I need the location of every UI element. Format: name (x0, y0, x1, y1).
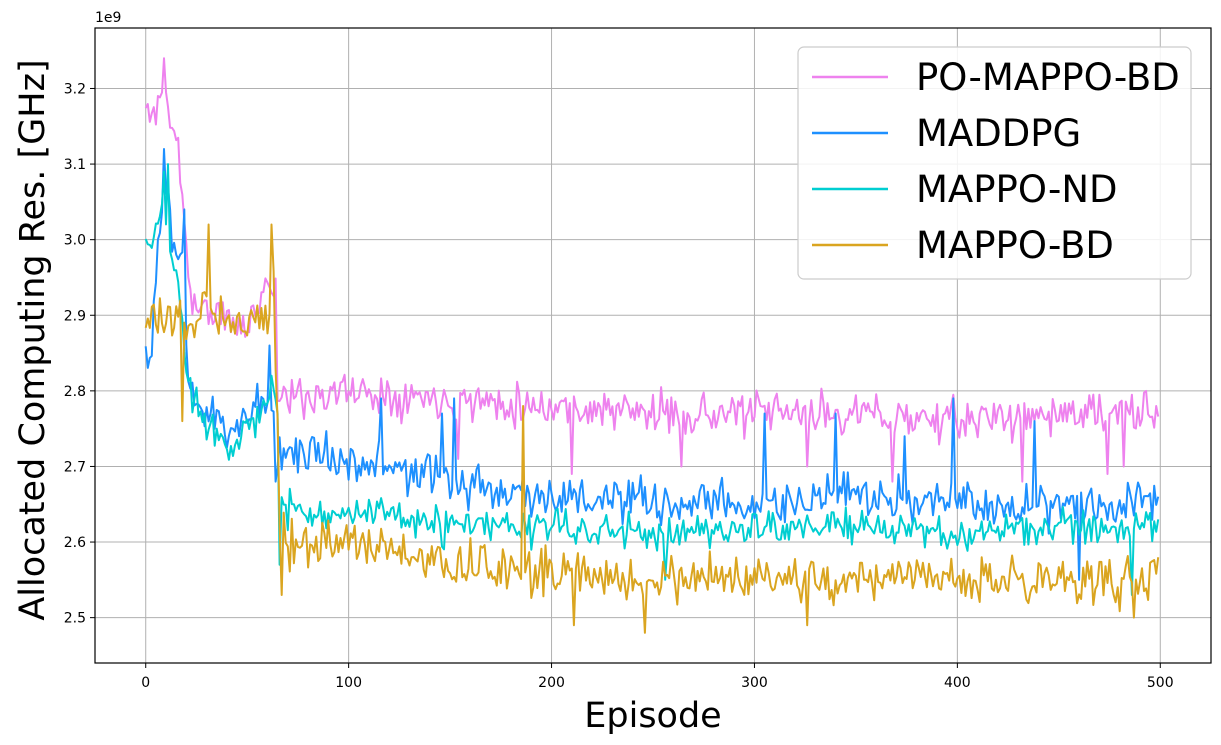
y-tick-label: 3.0 (64, 233, 86, 249)
legend-label-mappo-nd: MAPPO-ND (916, 168, 1118, 211)
x-tick-label: 500 (1147, 675, 1174, 691)
y-tick-label: 3.2 (64, 81, 86, 97)
y-axis-label: Allocated Computing Res. [GHz] (13, 59, 53, 620)
x-tick-label: 300 (741, 675, 768, 691)
y-tick-label: 2.6 (64, 535, 86, 551)
series-line-po-mappo-bd (144, 57, 1160, 483)
series-line-mappo-bd (144, 223, 1160, 634)
y-tick-label: 2.8 (64, 384, 86, 400)
series-line-maddpg (144, 148, 1160, 581)
legend-box (797, 46, 1192, 280)
legend: PO-MAPPO-BD MADDPG MAPPO-ND MAPPO-BD (797, 46, 1192, 280)
legend-label-maddpg: MADDPG (916, 112, 1081, 155)
x-tick-label: 100 (335, 675, 362, 691)
plot-frame (94, 27, 1212, 664)
x-axis-ticks: 0 100 200 300 400 500 (141, 663, 1174, 691)
legend-label-mappo-bd: MAPPO-BD (916, 224, 1114, 267)
x-axis-label: Episode (584, 696, 721, 736)
y-axis-ticks: 2.5 2.6 2.7 2.8 2.9 3.0 3.1 3.2 (64, 81, 95, 627)
x-tick-label: 200 (538, 675, 565, 691)
series-lines (144, 57, 1160, 634)
y-tick-label: 2.7 (64, 459, 86, 475)
x-tick-label: 400 (944, 675, 971, 691)
legend-label-po-mappo-bd: PO-MAPPO-BD (916, 56, 1180, 99)
series-line-mappo-nd (144, 163, 1160, 596)
y-tick-label: 2.5 (64, 611, 86, 627)
y-tick-label: 2.9 (64, 308, 86, 324)
y-tick-label: 3.1 (64, 157, 86, 173)
y-axis-exponent: 1e9 (95, 10, 121, 26)
x-tick-label: 0 (141, 675, 150, 691)
